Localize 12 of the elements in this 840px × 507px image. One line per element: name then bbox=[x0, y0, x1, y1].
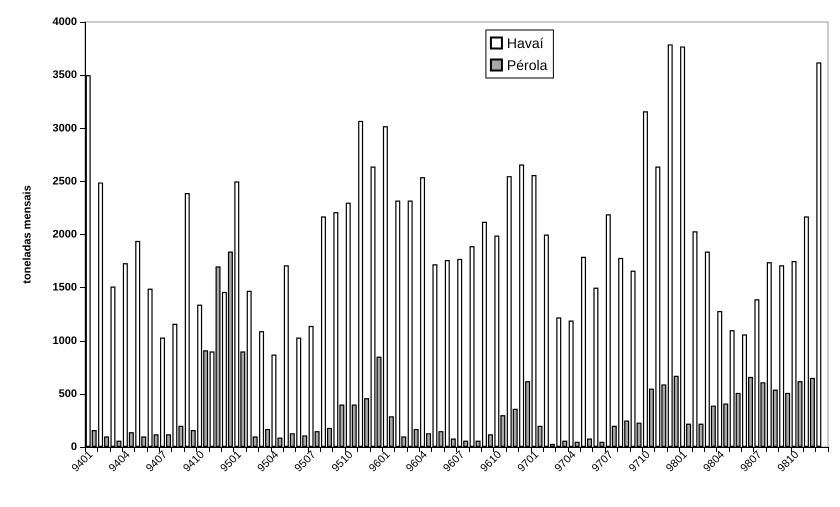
y-axis-title: toneladas mensais bbox=[22, 185, 34, 284]
y-tick-label: 2000 bbox=[52, 228, 77, 240]
legend-label: Pérola bbox=[506, 57, 548, 73]
legend-label: Havaí bbox=[506, 35, 544, 51]
y-tick-label: 1000 bbox=[52, 334, 77, 347]
y-tick-label: 500 bbox=[58, 388, 77, 400]
y-tick-label: 0 bbox=[70, 441, 77, 453]
y-tick-label: 3500 bbox=[52, 69, 77, 82]
y-tick-label: 4000 bbox=[52, 16, 77, 28]
y-tick-label: 1500 bbox=[52, 282, 77, 294]
y-tick-label: 3000 bbox=[52, 122, 77, 134]
y-tick-label: 2500 bbox=[52, 175, 77, 188]
